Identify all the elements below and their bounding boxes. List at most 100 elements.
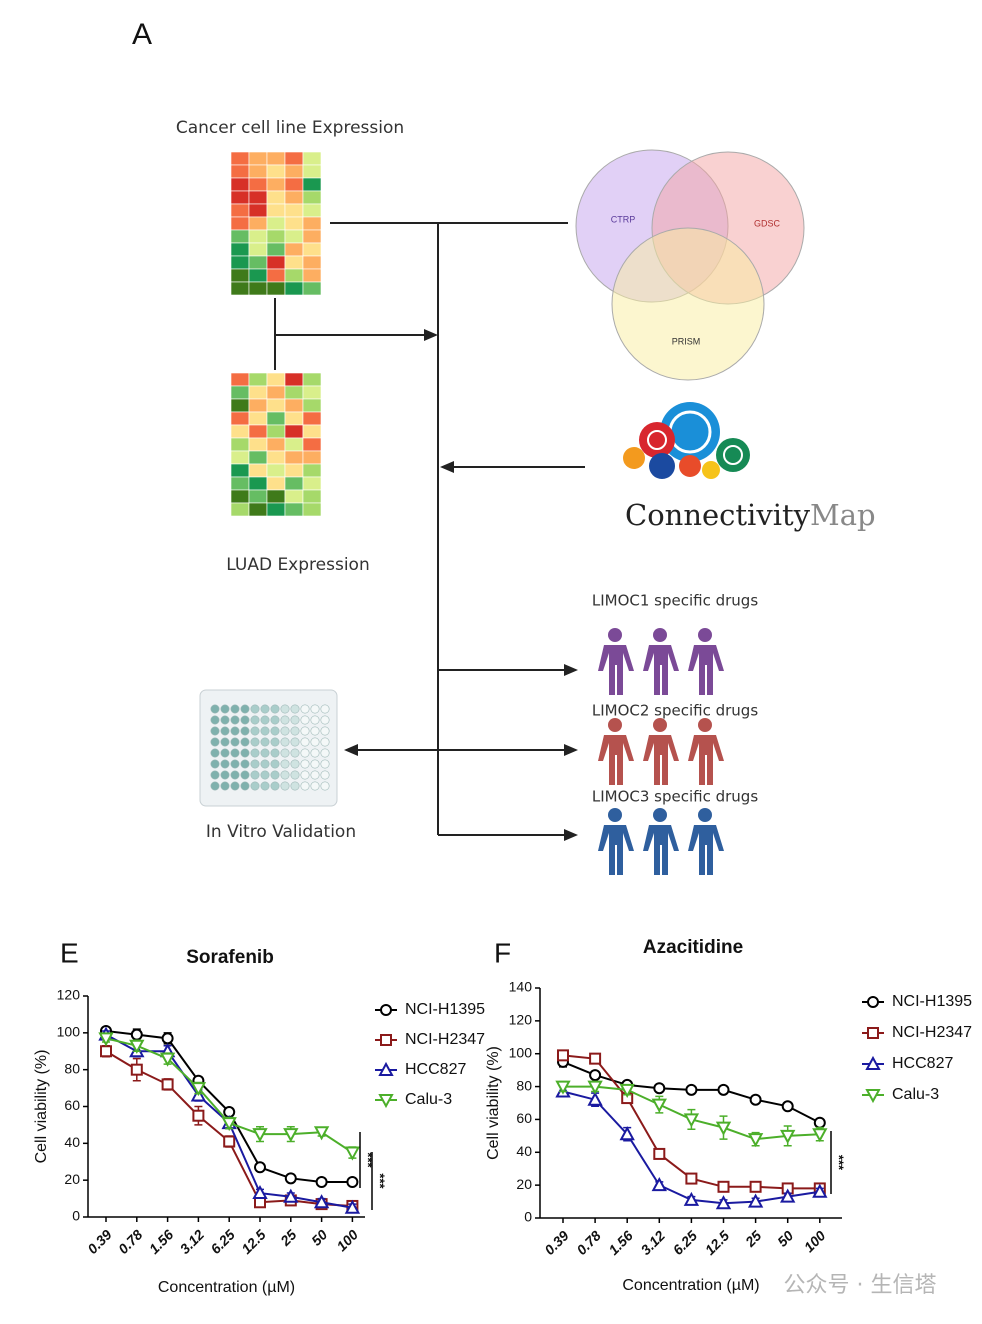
well bbox=[320, 737, 330, 747]
marker bbox=[283, 1188, 299, 1203]
heatmap-cell bbox=[302, 151, 322, 166]
y-tick-label: 100 bbox=[57, 1024, 81, 1040]
heatmap-cell bbox=[230, 281, 250, 296]
well bbox=[270, 748, 280, 758]
heatmap-cell bbox=[230, 463, 250, 478]
heatmap-cell bbox=[266, 255, 286, 270]
heatmap-cell bbox=[248, 476, 268, 491]
person-body bbox=[688, 645, 724, 695]
x-axis-label: Concentration (µM) bbox=[622, 1277, 759, 1294]
legend-label: NCI-H2347 bbox=[892, 1024, 972, 1041]
y-tick-label: 20 bbox=[516, 1176, 532, 1192]
well bbox=[220, 726, 230, 736]
heatmap-cell bbox=[248, 190, 268, 205]
heatmap-cell bbox=[248, 424, 268, 439]
well bbox=[230, 770, 240, 780]
marker bbox=[192, 1109, 205, 1122]
legend-marker bbox=[380, 1004, 392, 1016]
marker bbox=[555, 1080, 571, 1095]
arrowhead bbox=[440, 461, 454, 473]
marker bbox=[812, 1183, 828, 1198]
well bbox=[250, 737, 260, 747]
heatmap-cell bbox=[266, 489, 286, 504]
well bbox=[210, 704, 220, 714]
well bbox=[260, 715, 270, 725]
well bbox=[270, 781, 280, 791]
well bbox=[310, 770, 320, 780]
heatmap-cell bbox=[230, 216, 250, 231]
marker bbox=[100, 1045, 112, 1058]
diagram: A Cancer cell line Expression LUAD Expre… bbox=[132, 18, 876, 875]
significance-label: *** bbox=[361, 1152, 376, 1168]
heatmap-cell bbox=[284, 489, 304, 504]
well bbox=[220, 781, 230, 791]
heatmap-cell bbox=[230, 502, 250, 517]
marker bbox=[344, 1146, 361, 1161]
marker bbox=[283, 1128, 299, 1143]
well bbox=[240, 759, 250, 769]
y-axis-label: Cell viability (%) bbox=[33, 1050, 50, 1164]
heatmap-cell bbox=[302, 450, 322, 465]
connectors bbox=[274, 222, 585, 836]
heatmap-cell bbox=[266, 437, 286, 452]
venn-circle bbox=[611, 227, 765, 381]
heatmap-cell bbox=[284, 203, 304, 218]
well bbox=[230, 715, 240, 725]
people bbox=[598, 628, 724, 875]
heatmap-cell bbox=[266, 216, 286, 231]
well bbox=[250, 715, 260, 725]
x-axis-label: Concentration (µM) bbox=[158, 1279, 295, 1296]
legend-label: NCI-H1395 bbox=[405, 1001, 485, 1018]
arrowhead bbox=[564, 829, 578, 841]
person-head bbox=[608, 808, 622, 822]
marker bbox=[685, 1172, 698, 1185]
well bbox=[250, 726, 260, 736]
significance-label: *** bbox=[832, 1155, 847, 1171]
marker bbox=[587, 1091, 603, 1106]
well bbox=[290, 748, 300, 758]
well bbox=[240, 748, 250, 758]
group-label: LIMOC1 specific drugs bbox=[592, 592, 758, 610]
y-tick-label: 80 bbox=[516, 1077, 532, 1093]
well bbox=[270, 715, 280, 725]
well bbox=[270, 759, 280, 769]
heatmaps bbox=[230, 151, 322, 517]
well bbox=[300, 726, 310, 736]
heatmap-cell bbox=[230, 164, 250, 179]
person-head bbox=[698, 718, 712, 732]
y-tick-label: 120 bbox=[57, 987, 81, 1003]
heatmap-cell bbox=[302, 268, 322, 283]
y-tick-label: 120 bbox=[509, 1012, 533, 1028]
legend-marker bbox=[867, 996, 879, 1008]
heatmap-cell bbox=[248, 411, 268, 426]
heatmap-cell bbox=[284, 385, 304, 400]
heatmap-cell bbox=[302, 216, 322, 231]
heatmap-cell bbox=[302, 502, 322, 517]
arrowhead bbox=[564, 664, 578, 676]
well bbox=[230, 781, 240, 791]
panel-letter: A bbox=[132, 18, 152, 51]
legend-marker bbox=[865, 1055, 881, 1070]
heatmap-cell bbox=[284, 476, 304, 491]
arrowhead bbox=[564, 744, 578, 756]
well bbox=[270, 726, 280, 736]
heatmap-cell bbox=[284, 229, 304, 244]
well bbox=[260, 737, 270, 747]
heatmap-cell bbox=[302, 281, 322, 296]
logo-circle bbox=[623, 447, 645, 469]
venn-label: CTRP bbox=[611, 214, 636, 224]
well bbox=[320, 759, 330, 769]
well bbox=[320, 770, 330, 780]
logo-word: Map bbox=[810, 498, 876, 532]
well bbox=[220, 770, 230, 780]
marker bbox=[813, 1116, 826, 1129]
heatmap-cell bbox=[284, 268, 304, 283]
heatmap-cell bbox=[230, 151, 250, 166]
heatmap-cell bbox=[284, 255, 304, 270]
well bbox=[220, 704, 230, 714]
logo-word: Connectivity bbox=[625, 498, 811, 532]
marker bbox=[780, 1129, 796, 1144]
marker bbox=[619, 1126, 635, 1141]
well bbox=[240, 781, 250, 791]
